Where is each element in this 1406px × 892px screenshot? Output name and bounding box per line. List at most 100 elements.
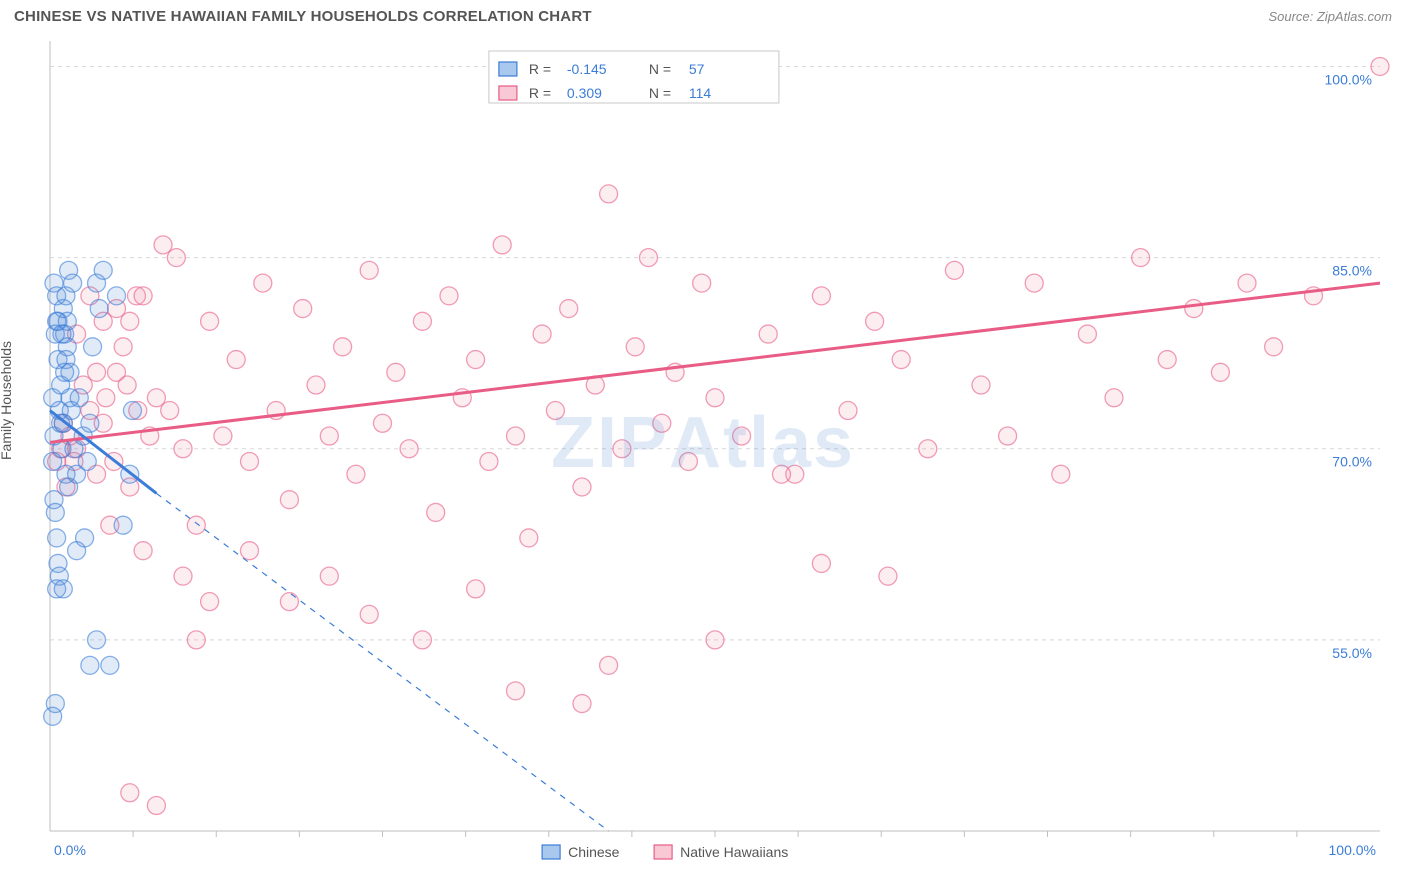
data-point <box>1265 338 1283 356</box>
svg-text:0.309: 0.309 <box>567 85 602 101</box>
data-point <box>413 631 431 649</box>
data-point <box>134 542 152 560</box>
data-point <box>520 529 538 547</box>
data-point <box>759 325 777 343</box>
data-point <box>241 452 259 470</box>
data-point <box>320 567 338 585</box>
data-point <box>53 325 71 343</box>
data-point <box>1371 57 1389 75</box>
data-point <box>546 402 564 420</box>
svg-text:R =: R = <box>529 85 551 101</box>
data-point <box>334 338 352 356</box>
data-point <box>84 338 102 356</box>
data-point <box>174 440 192 458</box>
data-point <box>640 249 658 267</box>
data-point <box>400 440 418 458</box>
regression-line-chinese-extrapolation <box>156 493 608 831</box>
data-point <box>227 351 245 369</box>
data-point <box>573 478 591 496</box>
data-point <box>123 402 141 420</box>
y-tick-label: 70.0% <box>1332 454 1372 470</box>
data-point <box>1158 351 1176 369</box>
data-point <box>533 325 551 343</box>
data-point <box>254 274 272 292</box>
x-tick-label: 0.0% <box>54 842 86 858</box>
data-point <box>892 351 910 369</box>
data-point <box>147 797 165 815</box>
data-point <box>44 452 62 470</box>
data-point <box>61 363 79 381</box>
svg-text:57: 57 <box>689 61 705 77</box>
data-point <box>114 516 132 534</box>
chart-title: CHINESE VS NATIVE HAWAIIAN FAMILY HOUSEH… <box>14 8 592 25</box>
data-point <box>347 465 365 483</box>
data-point <box>733 427 751 445</box>
data-point <box>294 300 312 318</box>
data-point <box>812 287 830 305</box>
data-point <box>76 529 94 547</box>
data-point <box>507 682 525 700</box>
data-point <box>108 287 126 305</box>
svg-text:-0.145: -0.145 <box>567 61 607 77</box>
svg-text:114: 114 <box>689 85 712 101</box>
data-point <box>374 414 392 432</box>
data-point <box>600 656 618 674</box>
data-point <box>64 274 82 292</box>
data-point <box>280 491 298 509</box>
data-point <box>54 580 72 598</box>
correlation-box: R =-0.145N =57R =0.309N =114 <box>489 51 779 103</box>
data-point <box>1105 389 1123 407</box>
data-point <box>174 567 192 585</box>
svg-text:N =: N = <box>649 85 671 101</box>
data-point <box>945 261 963 279</box>
data-point <box>653 414 671 432</box>
data-point <box>1078 325 1096 343</box>
data-point <box>919 440 937 458</box>
data-point <box>81 656 99 674</box>
data-point <box>121 784 139 802</box>
data-point <box>360 605 378 623</box>
data-point <box>241 542 259 560</box>
data-point <box>46 695 64 713</box>
data-point <box>187 516 205 534</box>
legend-swatch <box>654 845 672 859</box>
data-point <box>167 249 185 267</box>
data-point <box>46 503 64 521</box>
data-point <box>560 300 578 318</box>
data-point <box>134 287 152 305</box>
data-point <box>413 312 431 330</box>
svg-text:R =: R = <box>529 61 551 77</box>
y-axis-label: Family Households <box>0 341 14 460</box>
data-point <box>187 631 205 649</box>
y-tick-label: 55.0% <box>1332 645 1372 661</box>
data-point <box>427 503 445 521</box>
data-point <box>493 236 511 254</box>
data-point <box>879 567 897 585</box>
data-point <box>467 580 485 598</box>
data-point <box>70 389 88 407</box>
data-point <box>360 261 378 279</box>
legend-label: Chinese <box>568 844 620 860</box>
data-point <box>1185 300 1203 318</box>
data-point <box>48 529 66 547</box>
data-point <box>1211 363 1229 381</box>
data-point <box>679 452 697 470</box>
chart-area: Family Households ZIPAtlas 55.0%70.0%85.… <box>0 31 1406 889</box>
data-point <box>161 402 179 420</box>
data-point <box>440 287 458 305</box>
data-point <box>999 427 1017 445</box>
x-tick-label: 100.0% <box>1329 842 1376 858</box>
data-point <box>972 376 990 394</box>
data-point <box>214 427 232 445</box>
source-label: Source: ZipAtlas.com <box>1268 9 1392 24</box>
data-point <box>706 631 724 649</box>
data-point <box>90 300 108 318</box>
data-point <box>773 465 791 483</box>
data-point <box>94 261 112 279</box>
data-point <box>320 427 338 445</box>
data-point <box>118 376 136 394</box>
regression-line-hawaiian <box>50 283 1380 442</box>
data-point <box>1238 274 1256 292</box>
legend-swatch <box>542 845 560 859</box>
data-point <box>307 376 325 394</box>
